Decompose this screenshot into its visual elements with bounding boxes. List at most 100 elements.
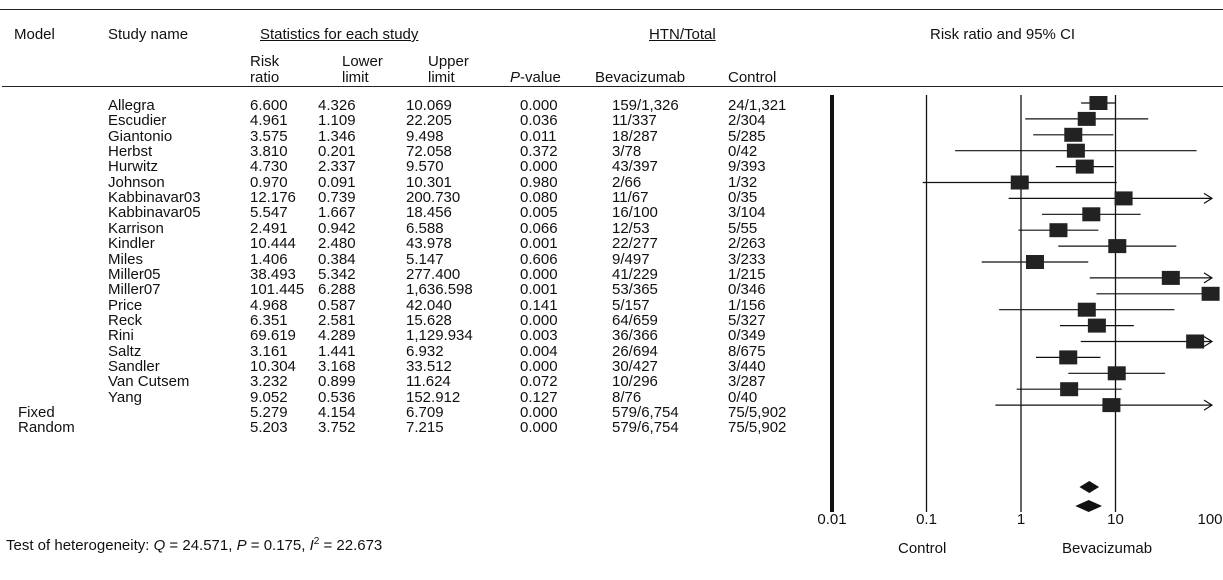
- bevacizumab-cell: 3/78: [612, 143, 642, 161]
- lower-limit-cell: 1.109: [318, 112, 356, 130]
- header-p-italic: P: [510, 69, 521, 86]
- lower-limit-cell: 4.154: [318, 404, 356, 421]
- risk-ratio-cell: 5.203: [250, 419, 288, 437]
- study-row: Reck 6.351 2.581 15.628 0.000 64/659 5/327: [0, 312, 1223, 329]
- risk-ratio-cell: 6.600: [250, 97, 288, 114]
- i-superscript: 2: [313, 536, 320, 547]
- upper-limit-cell: 6.709: [406, 404, 444, 421]
- study-point-marker: [1102, 398, 1121, 413]
- study-point-marker: [1089, 96, 1108, 110]
- bevacizumab-cell: 8/76: [612, 388, 642, 406]
- lower-limit-cell: 0.536: [318, 388, 356, 406]
- upper-limit-cell: 11.624: [406, 373, 451, 391]
- control-cell: 0/35: [728, 189, 758, 207]
- control-cell: 1/156: [728, 296, 766, 314]
- control-cell: 24/1,321: [728, 97, 787, 114]
- study-name-cell: Herbst: [108, 143, 153, 161]
- header-p-value: P-value: [510, 69, 561, 86]
- p-value: = 0.175,: [246, 537, 310, 554]
- risk-ratio-cell: 12.176: [250, 189, 296, 207]
- pooled-row: Random 5.203 3.752 7.215 0.000 579/6,754 75/5,…: [0, 419, 1223, 436]
- bevacizumab-cell: 159/1,326: [612, 97, 679, 114]
- study-name-cell: Escudier: [108, 112, 167, 130]
- study-point-marker: [1025, 255, 1044, 269]
- pooled-diamond: [1079, 481, 1100, 493]
- control-cell: 0/346: [728, 281, 766, 299]
- risk-ratio-cell: 69.619: [250, 327, 296, 345]
- study-row: Herbst 3.810 0.201 72.058 0.372 3/78 0/42: [0, 143, 1223, 160]
- study-point-marker: [1064, 127, 1083, 142]
- study-name-cell: Kabbinavar05: [108, 204, 201, 222]
- p-value-cell: 0.000: [520, 158, 558, 176]
- lower-limit-cell: 0.899: [318, 373, 356, 391]
- heterogeneity-test: Test of heterogeneity: Q = 24.571, P = 0…: [6, 533, 382, 554]
- header-htn-total-group: HTN/Total: [649, 26, 716, 43]
- bevacizumab-cell: 43/397: [612, 158, 658, 176]
- ci-arrow: [1203, 272, 1214, 284]
- p-value-cell: 0.004: [520, 342, 558, 360]
- study-row: Johnson 0.970 0.091 10.301 0.980 2/66 1/32: [0, 174, 1223, 191]
- study-point-marker: [1107, 366, 1126, 381]
- header-upper-limit-1: Upper: [428, 53, 469, 70]
- study-row: Van Cutsem 3.232 0.899 11.624 0.072 10/296 3/2…: [0, 373, 1223, 390]
- study-point-marker: [1201, 286, 1220, 301]
- favours-bevacizumab-label: Bevacizumab: [1062, 540, 1153, 557]
- upper-limit-cell: 1,636.598: [406, 281, 473, 299]
- bevacizumab-cell: 41/229: [612, 265, 658, 283]
- bevacizumab-cell: 64/659: [612, 311, 658, 329]
- upper-limit-cell: 10.069: [406, 97, 452, 114]
- control-cell: 8/675: [728, 342, 766, 360]
- study-row: Miles 1.406 0.384 5.147 0.606 9/497 3/233: [0, 251, 1223, 268]
- upper-limit-cell: 277.400: [406, 265, 461, 283]
- upper-limit-cell: 15.628: [406, 311, 452, 329]
- control-cell: 2/304: [728, 112, 766, 130]
- lower-limit-cell: 1.346: [318, 127, 356, 145]
- heterogeneity-prefix: Test of heterogeneity:: [6, 537, 154, 554]
- control-cell: 0/40: [728, 388, 758, 406]
- risk-ratio-cell: 6.351: [250, 311, 288, 329]
- study-name-cell: Yang: [108, 388, 142, 406]
- control-cell: 3/287: [728, 373, 766, 391]
- study-row: Miller05 38.493 5.342 277.400 0.000 41/229 1/2…: [0, 266, 1223, 283]
- upper-limit-cell: 33.512: [406, 357, 452, 375]
- study-name-cell: Kabbinavar03: [108, 189, 201, 207]
- header-lower-limit-2: limit: [342, 69, 369, 86]
- upper-limit-cell: 42.040: [406, 296, 452, 314]
- p-value-cell: 0.080: [520, 189, 558, 207]
- bevacizumab-cell: 30/427: [612, 357, 658, 375]
- study-name-cell: Miles: [108, 250, 144, 268]
- risk-ratio-cell: 9.052: [250, 388, 288, 406]
- p-value-cell: 0.000: [520, 404, 558, 421]
- i-value: = 22.673: [319, 537, 383, 554]
- control-cell: 2/263: [728, 235, 766, 253]
- control-cell: 9/393: [728, 158, 766, 176]
- risk-ratio-cell: 38.493: [250, 265, 296, 283]
- risk-ratio-cell: 10.304: [250, 357, 296, 375]
- p-value-cell: 0.072: [520, 373, 558, 391]
- study-point-marker: [1114, 191, 1133, 206]
- study-name-cell: Saltz: [108, 342, 142, 360]
- upper-limit-cell: 7.215: [406, 419, 444, 437]
- control-cell: 5/55: [728, 219, 758, 237]
- control-cell: 3/104: [728, 204, 766, 222]
- lower-limit-cell: 3.168: [318, 357, 356, 375]
- study-point-marker: [1077, 111, 1096, 126]
- risk-ratio-cell: 5.279: [250, 404, 288, 421]
- upper-limit-cell: 18.456: [406, 204, 452, 222]
- risk-ratio-cell: 4.968: [250, 296, 288, 314]
- x-tick-label: 10: [1107, 511, 1124, 528]
- lower-limit-cell: 0.201: [318, 143, 356, 161]
- lower-limit-cell: 2.480: [318, 235, 356, 253]
- risk-ratio-cell: 0.970: [250, 173, 288, 191]
- control-cell: 5/327: [728, 311, 766, 329]
- study-name-cell: Miller07: [108, 281, 161, 299]
- control-cell: 75/5,902: [728, 404, 787, 421]
- bevacizumab-cell: 10/296: [612, 373, 658, 391]
- upper-limit-cell: 200.730: [406, 189, 461, 207]
- p-label: P: [236, 537, 247, 554]
- header-lower-limit-1: Lower: [342, 53, 383, 70]
- study-row: Kindler 10.444 2.480 43.978 0.001 22/277 2/263: [0, 235, 1223, 252]
- control-cell: 1/32: [728, 173, 758, 191]
- upper-limit-cell: 6.588: [406, 219, 444, 237]
- p-value-cell: 0.127: [520, 388, 558, 406]
